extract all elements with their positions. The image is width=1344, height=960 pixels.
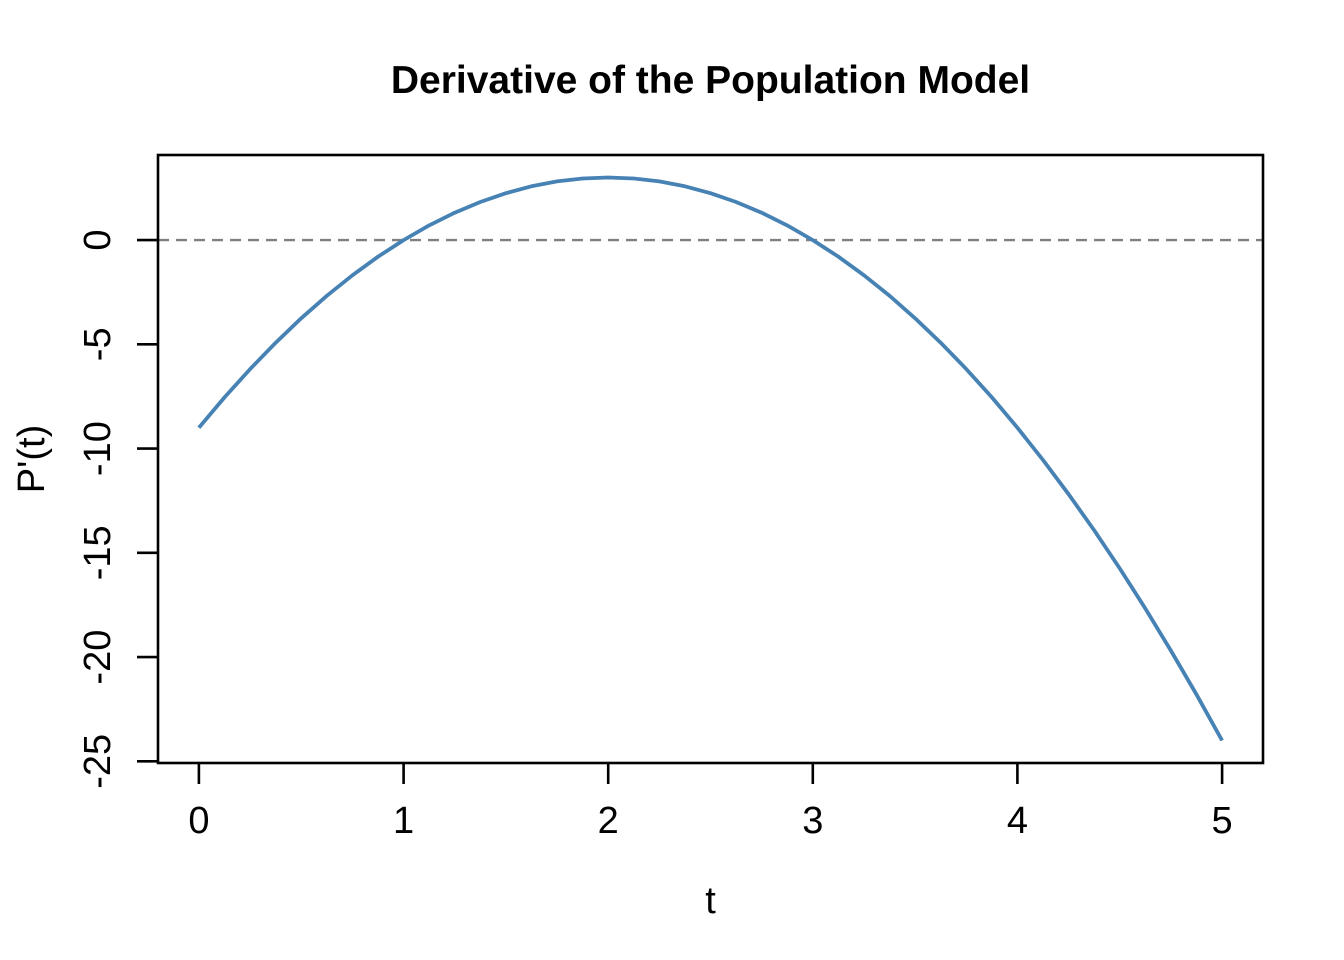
chart-title: Derivative of the Population Model (391, 59, 1030, 102)
x-tick-label: 5 (1212, 800, 1233, 842)
x-tick-label: 0 (188, 800, 209, 842)
x-axis-label: t (705, 880, 716, 922)
y-tick-label: -15 (77, 525, 119, 580)
x-axis: 0 1 2 3 4 5 (188, 763, 1233, 842)
y-axis-label: P'(t) (11, 425, 53, 493)
x-tick-label: 3 (802, 800, 823, 842)
derivative-curve (197, 175, 1224, 742)
x-tick-label: 1 (393, 800, 414, 842)
y-tick-label: -5 (77, 327, 119, 361)
x-tick-label: 4 (1007, 800, 1028, 842)
y-tick-label: 0 (77, 230, 119, 251)
y-tick-label: -20 (77, 630, 119, 685)
x-tick-label: 2 (598, 800, 619, 842)
plot-border (156, 153, 1265, 765)
y-tick-label: -25 (77, 734, 119, 789)
y-tick-label: -10 (77, 421, 119, 476)
y-axis: 0 -5 -10 -15 -20 -25 (77, 230, 158, 789)
